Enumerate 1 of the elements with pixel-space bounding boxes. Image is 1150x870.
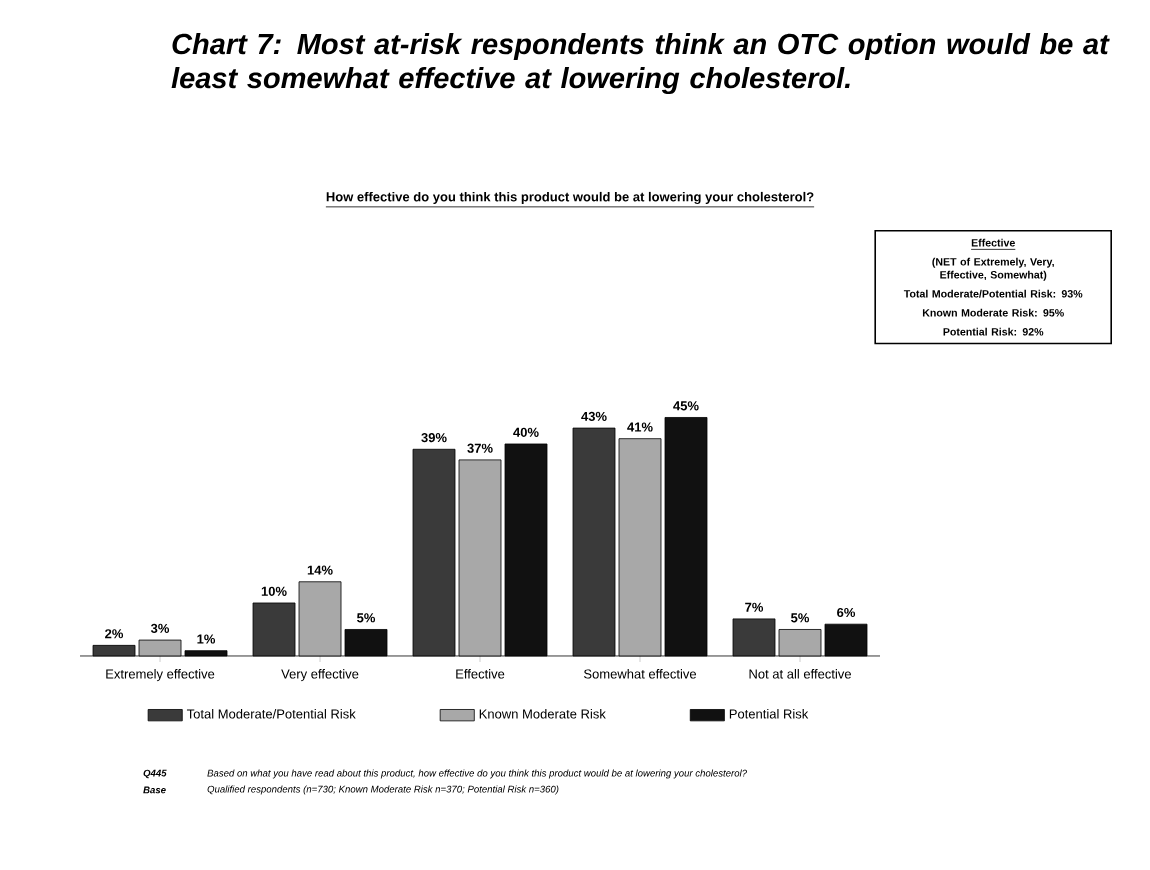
chart-title: Chart 7: Most at-risk respondents think an OTC option would be at least somewhat effective at lowering cholesterol. <box>171 33 1110 95</box>
